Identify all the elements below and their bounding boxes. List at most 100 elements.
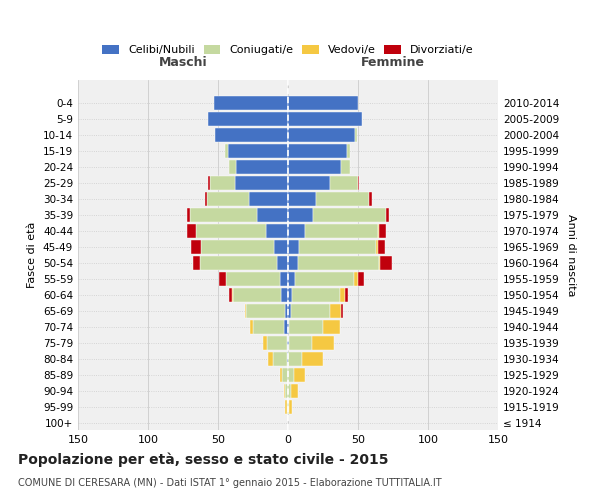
Bar xyxy=(257,208,288,222)
Bar xyxy=(228,144,288,158)
Bar xyxy=(323,320,340,334)
Bar xyxy=(245,304,246,318)
Bar xyxy=(289,320,323,334)
Bar xyxy=(291,304,330,318)
Bar xyxy=(287,336,288,350)
Bar xyxy=(380,256,392,270)
Bar xyxy=(289,336,312,350)
Text: Popolazione per età, sesso e stato civile - 2015: Popolazione per età, sesso e stato civil… xyxy=(18,452,389,467)
Bar xyxy=(268,352,272,366)
Bar xyxy=(288,352,302,366)
Bar xyxy=(274,240,288,254)
Bar xyxy=(226,272,280,286)
Bar xyxy=(287,400,288,414)
Bar xyxy=(291,384,298,398)
Bar xyxy=(200,256,277,270)
Bar xyxy=(229,160,236,173)
Bar xyxy=(288,224,305,238)
Bar xyxy=(277,256,288,270)
Bar xyxy=(207,192,249,205)
Bar xyxy=(193,256,200,270)
Bar xyxy=(305,224,377,238)
Bar xyxy=(214,96,288,110)
Bar xyxy=(292,288,340,302)
Bar xyxy=(288,240,299,254)
Bar xyxy=(288,400,289,414)
Bar xyxy=(355,128,356,141)
Bar xyxy=(208,112,288,126)
Bar xyxy=(379,224,386,238)
Bar xyxy=(232,288,233,302)
Bar xyxy=(191,240,201,254)
Bar xyxy=(376,240,377,254)
Bar xyxy=(285,400,287,414)
Bar xyxy=(253,320,284,334)
Bar xyxy=(205,192,207,205)
Bar xyxy=(187,208,190,222)
Bar xyxy=(284,384,285,398)
Bar xyxy=(288,272,295,286)
Bar xyxy=(340,288,346,302)
Bar xyxy=(285,304,288,318)
Bar xyxy=(358,272,364,286)
Bar xyxy=(298,256,379,270)
Bar xyxy=(302,352,323,366)
Bar xyxy=(288,368,293,382)
Bar xyxy=(293,368,305,382)
Y-axis label: Anni di nascita: Anni di nascita xyxy=(566,214,576,296)
Bar xyxy=(369,192,372,205)
Bar xyxy=(287,352,288,366)
Y-axis label: Fasce di età: Fasce di età xyxy=(28,222,37,288)
Bar xyxy=(330,304,341,318)
Bar xyxy=(236,160,288,173)
Bar xyxy=(386,208,389,222)
Bar xyxy=(288,176,330,190)
Bar xyxy=(266,224,288,238)
Bar xyxy=(288,96,358,110)
Text: COMUNE DI CERESARA (MN) - Dati ISTAT 1° gennaio 2015 - Elaborazione TUTTITALIA.I: COMUNE DI CERESARA (MN) - Dati ISTAT 1° … xyxy=(18,478,442,488)
Bar xyxy=(220,272,226,286)
Bar xyxy=(233,288,281,302)
Bar xyxy=(288,256,298,270)
Bar xyxy=(312,336,334,350)
Bar xyxy=(354,272,358,286)
Bar xyxy=(246,304,285,318)
Bar xyxy=(263,336,267,350)
Bar xyxy=(288,144,347,158)
Bar xyxy=(190,208,257,222)
Bar xyxy=(281,288,288,302)
Bar xyxy=(341,304,343,318)
Bar xyxy=(346,288,348,302)
Bar xyxy=(280,272,288,286)
Bar xyxy=(379,256,380,270)
Bar xyxy=(347,144,350,158)
Bar xyxy=(235,176,288,190)
Bar xyxy=(313,208,386,222)
Bar xyxy=(285,384,288,398)
Bar xyxy=(272,352,287,366)
Bar xyxy=(289,400,292,414)
Bar xyxy=(288,208,313,222)
Bar xyxy=(280,368,283,382)
Bar xyxy=(288,192,316,205)
Bar xyxy=(250,320,253,334)
Bar xyxy=(187,224,196,238)
Bar xyxy=(284,320,288,334)
Bar xyxy=(288,288,292,302)
Text: Femmine: Femmine xyxy=(361,56,425,69)
Bar xyxy=(283,368,288,382)
Bar xyxy=(330,176,358,190)
Bar xyxy=(267,336,287,350)
Bar xyxy=(215,128,288,141)
Bar xyxy=(358,176,359,190)
Legend: Celibi/Nubili, Coniugati/e, Vedovi/e, Divorziati/e: Celibi/Nubili, Coniugati/e, Vedovi/e, Di… xyxy=(98,40,478,60)
Bar xyxy=(295,272,354,286)
Bar xyxy=(288,384,291,398)
Bar xyxy=(196,224,266,238)
Bar xyxy=(208,176,209,190)
Bar xyxy=(377,224,379,238)
Bar xyxy=(316,192,369,205)
Bar xyxy=(288,320,289,334)
Bar xyxy=(299,240,376,254)
Bar xyxy=(249,192,288,205)
